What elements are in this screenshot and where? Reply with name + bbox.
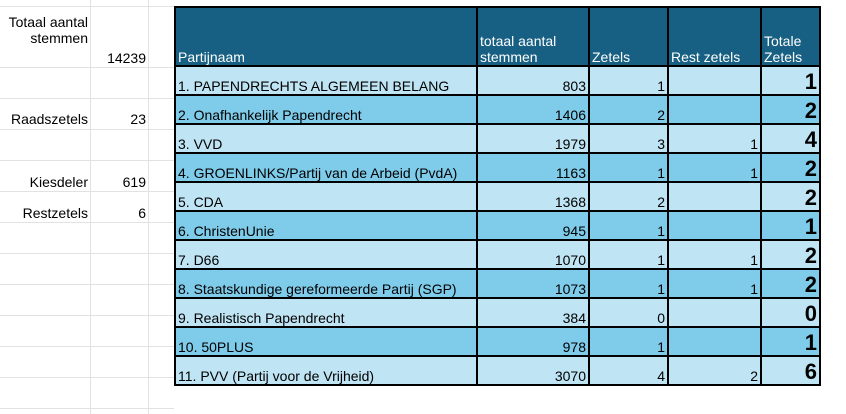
votes-cell[interactable]: 384	[476, 297, 590, 328]
party-cell[interactable]: 5. CDA	[174, 181, 478, 212]
rest-cell[interactable]: 1	[667, 268, 762, 299]
party-cell[interactable]: 7. D66	[174, 239, 478, 270]
seats-cell[interactable]: 4	[588, 355, 669, 386]
table-row: 5. CDA 1368 2 2	[174, 181, 821, 212]
header-seats[interactable]: Zetels	[588, 6, 669, 67]
seats-cell[interactable]: 0	[588, 297, 669, 328]
rest-cell[interactable]	[667, 210, 762, 241]
rest-cell[interactable]	[667, 181, 762, 212]
votes-cell[interactable]: 1073	[476, 268, 590, 299]
remaining-value[interactable]: 6	[138, 205, 146, 221]
table-row: 2. Onafhankelijk Papendrecht 1406 2 2	[174, 94, 821, 125]
rest-cell[interactable]	[667, 326, 762, 357]
quota-value[interactable]: 619	[122, 174, 146, 190]
rest-cell[interactable]	[667, 94, 762, 125]
rest-cell[interactable]	[667, 65, 762, 96]
votes-cell[interactable]: 1979	[476, 123, 590, 154]
party-cell[interactable]: 11. PVV (Partij voor de Vrijheid)	[174, 355, 478, 386]
seats-cell[interactable]: 2	[588, 94, 669, 125]
table-row: 4. GROENLINKS/Partij van de Arbeid (PvdA…	[174, 152, 821, 183]
total-seats-cell[interactable]: 4	[760, 123, 821, 154]
rest-cell[interactable]: 1	[667, 123, 762, 154]
header-total[interactable]: Totale Zetels	[760, 6, 821, 67]
party-cell[interactable]: 3. VVD	[174, 123, 478, 154]
header-party[interactable]: Partijnaam	[174, 6, 478, 67]
remaining-label: Restzetels	[22, 205, 88, 221]
table-row: 9. Realistisch Papendrecht 384 0 0	[174, 297, 821, 328]
table-row: 3. VVD 1979 3 1 4	[174, 123, 821, 154]
seats-label: Raadszetels	[10, 111, 88, 127]
party-cell[interactable]: 9. Realistisch Papendrecht	[174, 297, 478, 328]
votes-cell[interactable]: 1406	[476, 94, 590, 125]
total-seats-cell[interactable]: 2	[760, 239, 821, 270]
header-rest[interactable]: Rest zetels	[667, 6, 762, 67]
quota-label: Kiesdeler	[29, 174, 88, 190]
total-seats-cell[interactable]: 1	[760, 210, 821, 241]
party-cell[interactable]: 10. 50PLUS	[174, 326, 478, 357]
votes-cell[interactable]: 803	[476, 65, 590, 96]
table-row: 1. PAPENDRECHTS ALGEMEEN BELANG 803 1 1	[174, 65, 821, 96]
party-cell[interactable]: 2. Onafhankelijk Papendrecht	[174, 94, 478, 125]
total-votes-label: Totaal aantal stemmen	[8, 14, 88, 46]
total-seats-cell[interactable]: 2	[760, 152, 821, 183]
total-seats-cell[interactable]: 1	[760, 326, 821, 357]
votes-cell[interactable]: 1368	[476, 181, 590, 212]
seats-cell[interactable]: 2	[588, 181, 669, 212]
rest-cell[interactable]	[667, 297, 762, 328]
votes-cell[interactable]: 1070	[476, 239, 590, 270]
seats-cell[interactable]: 1	[588, 210, 669, 241]
total-seats-cell[interactable]: 2	[760, 181, 821, 212]
party-cell[interactable]: 6. ChristenUnie	[174, 210, 478, 241]
rest-cell[interactable]: 2	[667, 355, 762, 386]
total-votes-value[interactable]: 14239	[107, 50, 146, 66]
votes-cell[interactable]: 945	[476, 210, 590, 241]
total-seats-cell[interactable]: 2	[760, 94, 821, 125]
table-row: 8. Staatskundige gereformeerde Partij (S…	[174, 268, 821, 299]
party-cell[interactable]: 8. Staatskundige gereformeerde Partij (S…	[174, 268, 478, 299]
total-seats-cell[interactable]: 0	[760, 297, 821, 328]
seat-allocation-table: Partijnaam totaal aantal stemmen Zetels …	[174, 6, 821, 386]
rest-cell[interactable]: 1	[667, 152, 762, 183]
total-seats-cell[interactable]: 1	[760, 65, 821, 96]
total-seats-cell[interactable]: 2	[760, 268, 821, 299]
party-cell[interactable]: 4. GROENLINKS/Partij van de Arbeid (PvdA…	[174, 152, 478, 183]
table-row: 6. ChristenUnie 945 1 1	[174, 210, 821, 241]
table-row: 10. 50PLUS 978 1 1	[174, 326, 821, 357]
seats-cell[interactable]: 1	[588, 268, 669, 299]
seats-cell[interactable]: 1	[588, 239, 669, 270]
seats-cell[interactable]: 1	[588, 326, 669, 357]
votes-cell[interactable]: 1163	[476, 152, 590, 183]
table-row: 7. D66 1070 1 1 2	[174, 239, 821, 270]
header-votes[interactable]: totaal aantal stemmen	[476, 6, 590, 67]
total-seats-cell[interactable]: 6	[760, 355, 821, 386]
rest-cell[interactable]: 1	[667, 239, 762, 270]
table-row: 11. PVV (Partij voor de Vrijheid) 3070 4 2 6	[174, 355, 821, 386]
seats-value[interactable]: 23	[130, 111, 146, 127]
votes-cell[interactable]: 978	[476, 326, 590, 357]
seats-cell[interactable]: 1	[588, 65, 669, 96]
votes-cell[interactable]: 3070	[476, 355, 590, 386]
seats-cell[interactable]: 1	[588, 152, 669, 183]
header-row: Partijnaam totaal aantal stemmen Zetels …	[174, 6, 821, 67]
party-cell[interactable]: 1. PAPENDRECHTS ALGEMEEN BELANG	[174, 65, 478, 96]
seats-cell[interactable]: 3	[588, 123, 669, 154]
